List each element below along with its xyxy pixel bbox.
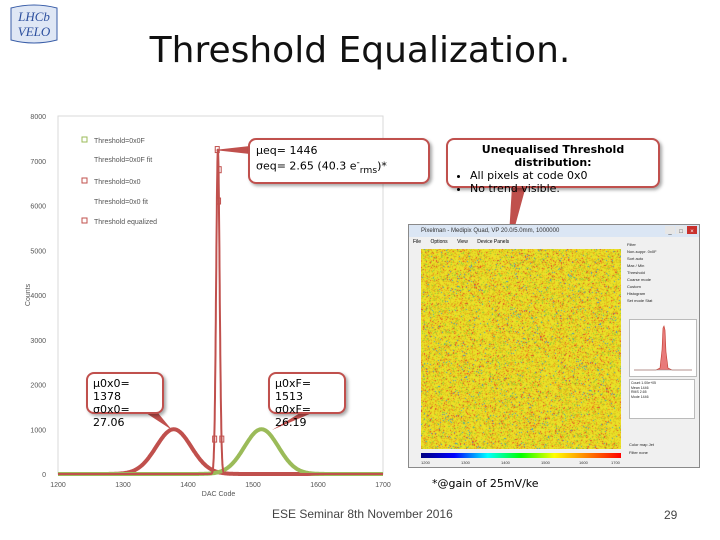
y-tick-label: 0 <box>42 472 46 479</box>
panel-row[interactable]: Color map Jet <box>629 442 654 447</box>
x-tick-label: 1700 <box>375 482 391 489</box>
y-tick-label: 6000 <box>30 204 46 211</box>
uneq-bullets: All pixels at code 0x0 No trend visible. <box>456 169 650 195</box>
menu-file[interactable]: File <box>413 239 422 245</box>
colorbar-tick: 1300 <box>461 460 470 465</box>
legend-label: Threshold=0x0 fit <box>94 199 148 206</box>
x-tick-label: 1200 <box>50 482 66 489</box>
stats-row: Mode 1446 <box>631 394 649 399</box>
menu-view[interactable]: View <box>457 239 468 245</box>
callout-pointer-0x0 <box>146 413 172 430</box>
stats-table: Count 1.00e+05 Mean 1446 RMS 2.65 Mode 1… <box>629 379 695 419</box>
window-controls: _ □ × <box>664 226 697 238</box>
x0-sigma: σ0x0= 27.06 <box>93 403 130 429</box>
callout-0x0: μ0x0= 1378 σ0x0= 27.06 <box>86 372 164 429</box>
panel-row[interactable]: Max / Min <box>627 263 645 268</box>
panel-row[interactable]: Filter none <box>629 450 648 455</box>
threshold-histogram-chart: 0 1000 2000 3000 4000 5000 6000 7000 8000 1200 130… <box>25 114 526 498</box>
uneq-heading: Unequalised Threshold distribution: <box>481 143 625 169</box>
legend-label: Threshold=0x0F fit <box>94 157 152 164</box>
colorbar-tick: 1500 <box>541 460 550 465</box>
data-marker <box>212 435 218 443</box>
callout-equalized: μeq= 1446 σeq= 2.65 (40.3 e-rms)* <box>248 138 430 184</box>
y-tick-label: 4000 <box>30 293 46 300</box>
footnote: *@gain of 25mV/ke <box>432 477 539 490</box>
panel-row[interactable]: Sort auto <box>627 256 644 261</box>
panel-row[interactable]: Coarse mode <box>627 277 652 282</box>
stats-row: Mean 1446 <box>631 385 649 390</box>
x-tick-label: 1500 <box>245 482 261 489</box>
lhcb-velo-logo: LHCb VELO <box>10 4 58 44</box>
callout-pointer-eq <box>214 146 250 154</box>
panel-row[interactable]: Threshold <box>627 270 645 275</box>
y-tick-label: 2000 <box>30 383 46 390</box>
eq-sigma: σeq= 2.65 (40.3 e-rms)* <box>256 157 387 176</box>
legend-marker <box>81 136 88 143</box>
pixel-heatmap[interactable] <box>421 249 621 449</box>
panel-row[interactable]: Set mode Stat <box>627 298 653 303</box>
eq-mu: μeq= 1446 <box>256 144 318 157</box>
colorbar-tick: 1700 <box>611 460 620 465</box>
x0-mu: μ0x0= 1378 <box>93 377 130 403</box>
close-icon[interactable]: × <box>687 226 697 235</box>
xf-sigma: σ0xF= 26.19 <box>275 403 312 429</box>
colorbar-tick: 1400 <box>501 460 510 465</box>
control-panel: Filter Non-suppr. 0x0F Sort auto Max / M… <box>627 241 697 465</box>
slide-footer: ESE Seminar 8th November 2016 <box>272 507 453 521</box>
panel-row[interactable]: Filter <box>627 242 636 247</box>
window-titlebar[interactable]: Pixelman - Medipix Quad, VP 20.0/5.0mm, … <box>409 225 699 237</box>
x-tick-label: 1400 <box>180 482 196 489</box>
y-tick-label: 5000 <box>30 248 46 255</box>
minimize-icon[interactable]: _ <box>665 226 675 235</box>
y-tick-label: 8000 <box>30 114 46 121</box>
callout-unequalised: Unequalised Threshold distribution: All … <box>446 138 660 195</box>
maximize-icon[interactable]: □ <box>676 226 686 235</box>
menu-options[interactable]: Options <box>430 239 448 245</box>
colorbar-tick: 1200 <box>421 460 430 465</box>
colorbar-tick: 1600 <box>579 460 588 465</box>
mini-histogram <box>629 319 697 377</box>
y-tick-label: 3000 <box>30 338 46 345</box>
callout-pointer-0xF <box>272 413 312 430</box>
data-marker <box>216 166 222 174</box>
legend-marker <box>81 217 88 224</box>
stats-row: Count 1.00e+05 <box>631 381 657 385</box>
legend-label: Threshold equalized <box>94 219 157 226</box>
panel-row[interactable]: Non-suppr. 0x0F <box>627 249 657 254</box>
panel-row[interactable]: Histogram <box>627 291 646 296</box>
y-tick-label: 7000 <box>30 159 46 166</box>
xf-mu: μ0xF= 1513 <box>275 377 312 403</box>
y-axis-label: Counts <box>25 283 32 306</box>
uneq-bullet: All pixels at code 0x0 <box>470 169 650 182</box>
callout-0xF: μ0xF= 1513 σ0xF= 26.19 <box>268 372 346 429</box>
svg-text:VELO: VELO <box>18 24 51 39</box>
menu-device-panels[interactable]: Device Panels <box>477 239 510 245</box>
colorbar <box>421 453 621 458</box>
pixelman-window: Pixelman - Medipix Quad, VP 20.0/5.0mm, … <box>408 224 700 468</box>
page-number: 29 <box>664 508 678 522</box>
legend-marker <box>81 177 88 184</box>
legend-label: Threshold=0x0F <box>94 138 145 145</box>
series-line-2 <box>57 148 384 475</box>
uneq-bullet: No trend visible. <box>470 182 650 195</box>
window-title: Pixelman - Medipix Quad, VP 20.0/5.0mm, … <box>421 228 560 234</box>
slide-title: Threshold Equalization. <box>149 30 571 71</box>
svg-text:LHCb: LHCb <box>17 9 50 24</box>
legend-label: Threshold=0x0 <box>94 179 141 186</box>
x-tick-label: 1600 <box>310 482 326 489</box>
data-marker <box>219 435 225 443</box>
data-marker <box>216 197 222 205</box>
window-menubar: File Options View Device Panels <box>409 237 699 247</box>
panel-row[interactable]: Custom <box>627 284 641 289</box>
x-tick-label: 1300 <box>115 482 131 489</box>
y-tick-label: 1000 <box>30 427 46 434</box>
stats-row: RMS 2.65 <box>631 390 647 394</box>
x-axis-label: DAC Code <box>202 491 236 498</box>
